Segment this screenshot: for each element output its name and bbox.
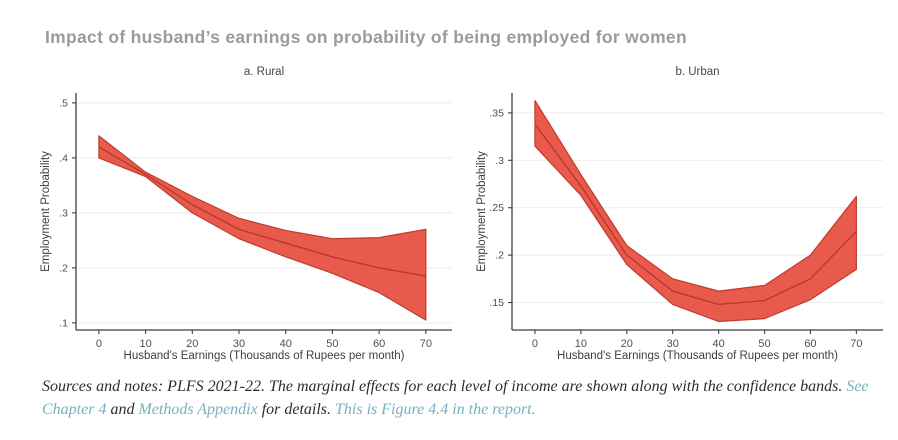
y-tick-label: .3 xyxy=(59,207,68,219)
panel-title: a. Rural xyxy=(244,66,284,78)
confidence-band xyxy=(98,135,427,321)
y-tick-label: .15 xyxy=(489,297,504,309)
effect-line xyxy=(98,146,426,277)
y-tick-label: .3 xyxy=(495,155,504,167)
x-tick-label: 30 xyxy=(667,338,679,350)
y-tick-label: .2 xyxy=(495,250,504,262)
footnote-link[interactable]: See Chapter 4 xyxy=(42,378,869,418)
footnote-link[interactable]: Methods Appendix xyxy=(138,401,258,418)
footnote-link[interactable]: This is Figure 4.4 in the report. xyxy=(335,401,536,418)
x-tick-label: 70 xyxy=(850,338,862,350)
panel-title: b. Urban xyxy=(675,66,719,78)
x-tick-label: 30 xyxy=(233,338,245,350)
figure-title: Impact of husband’s earnings on probabil… xyxy=(45,27,687,47)
x-tick-label: 50 xyxy=(758,338,770,350)
x-tick-label: 20 xyxy=(186,338,198,350)
y-tick-label: .1 xyxy=(59,317,68,329)
footnote-text: for details. xyxy=(257,401,336,418)
x-tick-label: 10 xyxy=(575,338,587,350)
chart-panel: .1 .2 .3 .4 .5 0 10 20 30 40 50 60 70 a. Rural Husband… xyxy=(40,66,452,362)
charts-area: .1 .2 .3 .4 .5 0 10 20 30 40 50 60 70 a. Rural Husband… xyxy=(40,66,883,362)
x-tick-label: 70 xyxy=(420,338,432,350)
x-tick-label: 10 xyxy=(139,338,151,350)
x-tick-label: 0 xyxy=(96,338,102,350)
confidence-band xyxy=(534,99,857,323)
x-tick-label: 0 xyxy=(532,338,538,350)
y-axis-label: Employment Probability xyxy=(40,151,52,272)
y-tick-label: .25 xyxy=(489,202,504,214)
y-axis-label: Employment Probability xyxy=(476,151,488,272)
x-tick-label: 50 xyxy=(326,338,338,350)
x-tick-label: 20 xyxy=(621,338,633,350)
y-tick-label: .4 xyxy=(59,152,68,164)
x-axis-label: Husband's Earnings (Thousands of Rupees … xyxy=(557,350,838,362)
x-tick-label: 40 xyxy=(280,338,292,350)
y-tick-label: .2 xyxy=(59,262,68,274)
y-tick-label: .35 xyxy=(489,107,504,119)
x-tick-label: 40 xyxy=(712,338,724,350)
x-tick-label: 60 xyxy=(804,338,816,350)
footnote-text: and xyxy=(106,401,139,418)
y-tick-label: .5 xyxy=(59,97,68,109)
effect-line xyxy=(534,123,857,306)
x-tick-label: 60 xyxy=(373,338,385,350)
figure-footnote: Sources and notes: PLFS 2021-22. The mar… xyxy=(42,375,884,421)
footnote-text: Sources and notes: PLFS 2021-22. The mar… xyxy=(42,378,847,395)
chart-panel: .15 .2 .25 .3 .35 0 10 20 30 40 50 60 70 b. Urban Husb… xyxy=(476,66,883,362)
x-axis-label: Husband's Earnings (Thousands of Rupees … xyxy=(124,350,405,362)
